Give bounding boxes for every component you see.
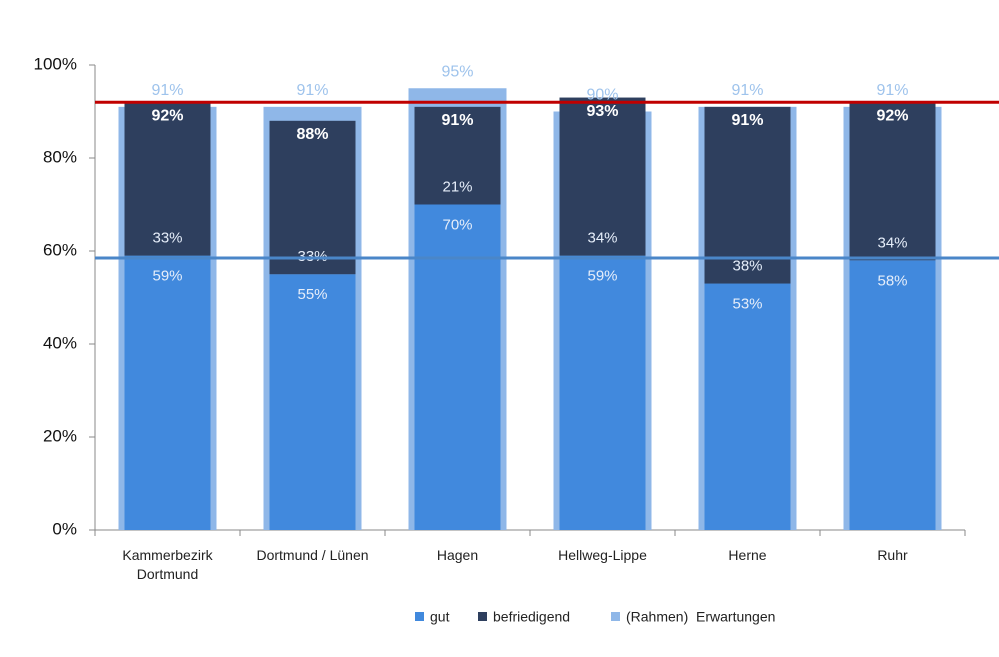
befriedigend-label: 33% [152,230,182,247]
y-tick-label: 40% [43,333,77,352]
x-tick-label: Ruhr [877,547,908,563]
x-tick-label: Kammerbezirk Dortmund [122,547,213,582]
expectation-label: 91% [731,82,763,99]
total-label: 88% [296,126,328,143]
befriedigend-label: 34% [587,230,617,247]
befriedigend-label: 21% [442,178,472,195]
x-tick-label: Herne [728,547,767,563]
y-tick-label: 100% [34,54,77,73]
bar-gut [269,274,356,530]
bar-befriedigend [269,120,356,275]
y-tick-label: 20% [43,426,77,445]
legend-swatch [415,612,424,621]
expectation-label: 91% [876,82,908,99]
gut-label: 55% [297,286,327,303]
total-label: 91% [441,112,473,129]
bar-befriedigend [849,102,936,261]
y-tick-label: 80% [43,147,77,166]
x-tick-label: Hellweg-Lippe [558,547,647,563]
gut-label: 59% [587,268,617,285]
total-label: 93% [586,103,618,120]
y-tick-label: 60% [43,240,77,259]
befriedigend-label: 38% [732,258,762,275]
bar-befriedigend [704,106,791,284]
y-tick-label: 0% [52,519,77,538]
total-label: 92% [151,107,183,124]
gut-label: 58% [877,272,907,289]
bar-befriedigend [559,97,646,256]
expectation-label: 90% [586,87,618,104]
legend-label: (Rahmen) Erwartungen [626,609,775,625]
bar-befriedigend [124,102,211,256]
expectation-label: 95% [441,63,473,80]
bar-gut [124,255,211,530]
x-tick-label: Hagen [436,547,479,563]
bar-befriedigend [414,106,501,205]
total-label: 92% [876,107,908,124]
legend-label: befriedigend [493,609,570,625]
befriedigend-label: 34% [877,234,907,251]
legend-swatch [611,612,620,621]
bar-gut [849,260,936,530]
expectation-label: 91% [296,82,328,99]
x-tick-label: Dortmund / Lünen [256,547,369,563]
total-label: 91% [731,112,763,129]
legend-swatch [478,612,487,621]
expectation-label: 91% [151,82,183,99]
bar-gut [559,255,646,530]
bar-gut [414,204,501,530]
gut-label: 53% [732,296,762,313]
legend-label: gut [430,609,450,625]
gut-label: 59% [152,268,182,285]
gut-label: 70% [442,216,472,233]
bar-gut [704,283,791,530]
